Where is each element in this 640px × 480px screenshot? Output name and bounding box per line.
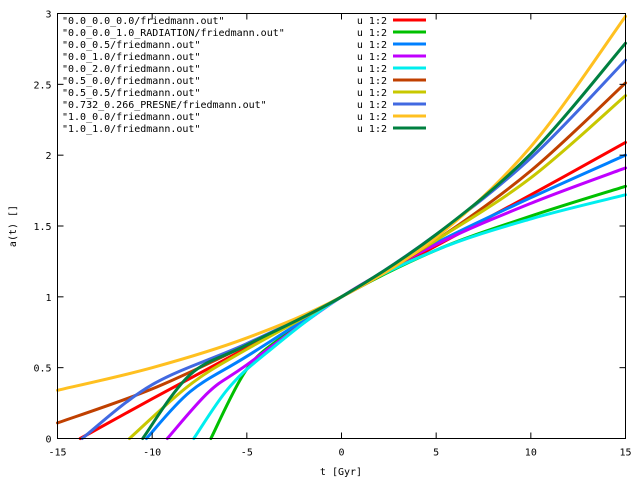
legend: "0.0_0.0_0.0/friedmann.out" u 1:2"0.0_0.0… <box>62 16 426 135</box>
y-axis-label: a(t) [] <box>8 205 19 247</box>
legend-entry-using: u 1:2 <box>357 28 387 39</box>
legend-entry-label: "0.732_0.266_PRESNE/friedmann.out" <box>62 100 267 111</box>
x-tick-label: 5 <box>433 448 439 459</box>
legend-entry-using: u 1:2 <box>357 76 387 87</box>
legend-entry-using: u 1:2 <box>357 16 387 27</box>
legend-entry-using: u 1:2 <box>357 88 387 99</box>
y-tick-label: 2.5 <box>33 80 51 91</box>
x-tick-label: -10 <box>143 448 161 459</box>
legend-entry-label: "0.5_0.5/friedmann.out" <box>62 88 200 99</box>
legend-entry-using: u 1:2 <box>357 124 387 135</box>
y-tick-label: 1 <box>45 293 51 304</box>
y-tick-label: 1.5 <box>33 222 51 233</box>
legend-entry-using: u 1:2 <box>357 64 387 75</box>
axis-ticks: -15 -10 -5 0 5 10 15 0 0.5 1 1.5 2 2.5 3 <box>33 10 631 459</box>
x-tick-label: 15 <box>619 448 631 459</box>
y-tick-label: 0.5 <box>33 364 51 375</box>
series-line-2 <box>144 153 627 440</box>
x-tick-label: 0 <box>338 448 344 459</box>
legend-entry-using: u 1:2 <box>357 52 387 63</box>
x-tick-label: -15 <box>48 448 66 459</box>
legend-entry-label: "1.0_0.0/friedmann.out" <box>62 112 200 123</box>
series-line-6 <box>127 94 627 440</box>
y-tick-label: 0 <box>45 435 51 446</box>
x-tick-label: 10 <box>525 448 537 459</box>
legend-entry-label: "1.0_1.0/friedmann.out" <box>62 124 200 135</box>
series-group <box>56 14 627 440</box>
legend-entry-label: "0.0_2.0/friedmann.out" <box>62 64 200 75</box>
legend-entry-label: "0.0_0.0_0.0/friedmann.out" <box>62 16 225 27</box>
legend-entry-label: "0.5_0.0/friedmann.out" <box>62 76 200 87</box>
legend-entry-label: "0.0_1.0/friedmann.out" <box>62 52 200 63</box>
legend-entry-using: u 1:2 <box>357 112 387 123</box>
legend-entry-using: u 1:2 <box>357 100 387 111</box>
x-axis-label: t [Gyr] <box>320 467 362 478</box>
y-tick-label: 2 <box>45 151 51 162</box>
x-tick-label: -5 <box>241 448 253 459</box>
y-tick-label: 3 <box>45 10 51 21</box>
legend-entry-label: "0.0_0.0_1.0_RADIATION/friedmann.out" <box>62 28 285 39</box>
series-line-9 <box>141 41 627 440</box>
series-line-4 <box>192 193 627 440</box>
legend-entry-using: u 1:2 <box>357 40 387 51</box>
series-line-1 <box>209 184 627 440</box>
legend-entry-label: "0.0_0.5/friedmann.out" <box>62 40 200 51</box>
